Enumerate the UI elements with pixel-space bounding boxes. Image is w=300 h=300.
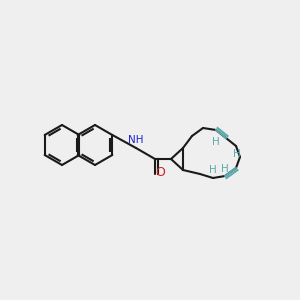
- Text: H: H: [209, 165, 217, 175]
- Text: H: H: [221, 164, 229, 174]
- Text: NH: NH: [128, 135, 144, 145]
- Text: O: O: [155, 166, 165, 178]
- Text: H: H: [212, 137, 220, 147]
- Text: H: H: [233, 149, 241, 159]
